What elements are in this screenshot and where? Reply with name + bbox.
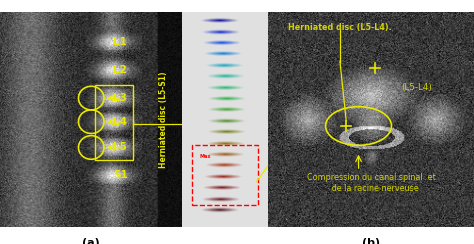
Text: Herniated disc (L5-L4).: Herniated disc (L5-L4).: [288, 23, 392, 32]
Text: L1: L1: [113, 37, 127, 47]
Bar: [95, 85, 133, 160]
Text: L5: L5: [113, 142, 127, 152]
Text: (b): (b): [362, 238, 380, 244]
Text: L4: L4: [113, 117, 127, 127]
Text: Max: Max: [199, 154, 210, 159]
Text: L3: L3: [113, 93, 127, 103]
Text: Herniated disc (L5-S1): Herniated disc (L5-S1): [159, 71, 168, 168]
Text: L2: L2: [113, 65, 127, 75]
Text: S1: S1: [113, 170, 128, 180]
Text: Compression du canal spinal  et
   de la racine nerveuse: Compression du canal spinal et de la rac…: [307, 173, 435, 193]
Text: (L5-L4): (L5-L4): [401, 83, 432, 92]
Bar: [191, 145, 258, 205]
Text: (a): (a): [82, 238, 100, 244]
